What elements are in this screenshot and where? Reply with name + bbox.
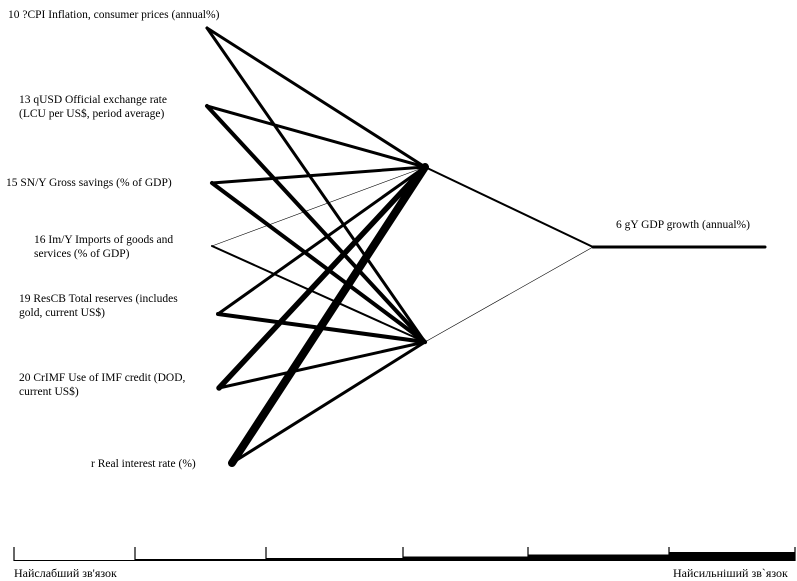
- input-label-r: r Real interest rate (%): [91, 458, 196, 470]
- edge-crimf-h2: [217, 340, 427, 390]
- edge-im-h1: [211, 166, 426, 247]
- strength-scale: [13, 547, 796, 561]
- scale-segment-5: [528, 554, 669, 561]
- connection-lines: [205, 26, 767, 467]
- edge-r-h1: [228, 163, 429, 467]
- output-label: 6 gY GDP growth (annual%): [616, 219, 750, 231]
- input-label-sn: 15 SN/Y Gross savings (% of GDP): [6, 177, 172, 189]
- input-label-rescb: 19 ResCB Total reserves (includes gold, …: [19, 293, 178, 319]
- input-label-usd: 13 qUSD Official exchange rate (LCU per …: [19, 94, 167, 120]
- edge-usd-h1: [205, 104, 427, 169]
- scale-segment-3: [266, 558, 403, 561]
- scale-weakest-label: Найслабший зв'язок: [14, 566, 117, 580]
- input-label-cpi: 10 ?CPI Inflation, consumer prices (annu…: [8, 9, 220, 21]
- edge-cpi-h2: [205, 26, 427, 344]
- input-label-im: 16 Im/Y Imports of goods and services (%…: [34, 234, 174, 260]
- scale-segment-6: [669, 552, 795, 561]
- input-label-crimf: 20 CrIMF Use of IMF credit (DOD, current…: [19, 372, 186, 398]
- scale-segment-2: [135, 559, 266, 561]
- edge-im-h2: [211, 245, 426, 343]
- scale-strongest-label: Найсильніший зв`язок: [673, 566, 788, 580]
- edge-rescb-h1: [216, 165, 427, 316]
- edge-sn-h1: [210, 165, 427, 185]
- scale-segment-1: [14, 560, 135, 561]
- edge-crimf-h1: [216, 164, 428, 391]
- edge-h1-output: [424, 166, 594, 248]
- edge-cpi-h1: [205, 26, 427, 169]
- edge-usd-h2: [205, 104, 427, 344]
- scale-segment-4: [403, 556, 528, 561]
- edge-r-h2: [230, 340, 427, 465]
- edge-sn-h2: [210, 181, 427, 344]
- edge-h2-output: [424, 246, 594, 343]
